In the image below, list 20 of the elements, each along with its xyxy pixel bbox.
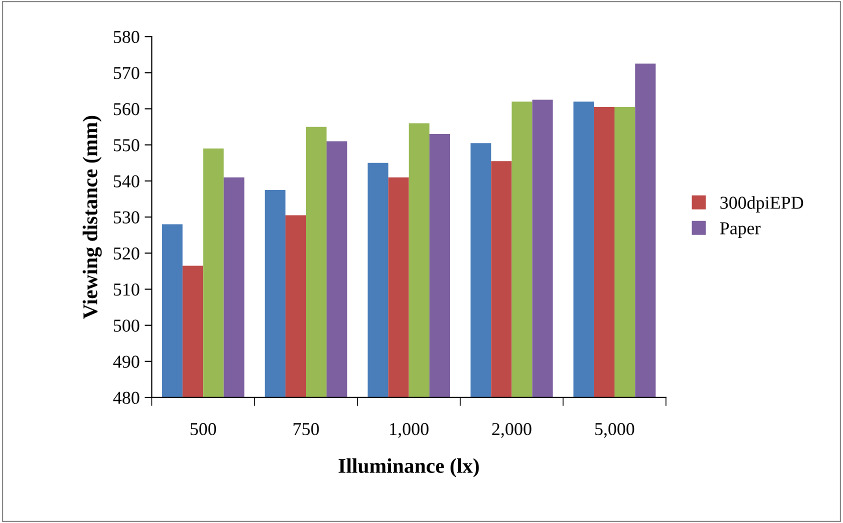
x-tick-label: 750 — [294, 423, 319, 436]
y-tick-label: 580 — [114, 30, 140, 44]
x-tick-label: 500 — [190, 423, 216, 436]
y-tick-label: 530 — [114, 211, 140, 224]
y-tick-label: 570 — [114, 66, 140, 80]
y-axis-title: Viewing distance (mm) — [82, 116, 102, 319]
x-tick-label: 1,000 — [390, 423, 428, 438]
y-tick-label: 500 — [114, 320, 140, 332]
y-tick-label: 510 — [114, 283, 140, 296]
y-tick-label: 560 — [114, 103, 140, 116]
y-tick-label: 550 — [114, 139, 140, 152]
y-tick-label: 480 — [113, 392, 140, 404]
x-axis-title: Illuminance (lx) — [338, 458, 479, 478]
x-tick-label: 5,000 — [595, 423, 634, 438]
y-tick-label: 520 — [114, 247, 140, 260]
y-tick-label: 540 — [114, 175, 140, 188]
legend-label: 300dpiEPD — [720, 196, 804, 213]
legend-label: Paper — [720, 222, 761, 238]
y-tick-label: 490 — [113, 356, 140, 368]
x-tick-label: 2,000 — [492, 423, 532, 438]
